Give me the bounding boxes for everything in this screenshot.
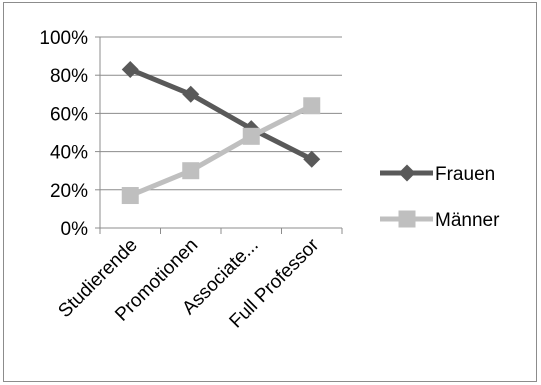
legend: Frauen Männer [380, 164, 500, 231]
series-männer [121, 97, 321, 205]
data-point-square [182, 162, 200, 180]
y-tick-label: 20% [50, 181, 88, 202]
legend-item: Frauen [380, 164, 495, 185]
y-tick-label: 0% [61, 219, 89, 240]
y-tick-label: 40% [50, 143, 88, 164]
legend-label: Frauen [435, 164, 495, 185]
data-point-square [398, 210, 416, 228]
y-tick-label: 80% [50, 66, 88, 87]
series-line [129, 67, 313, 162]
data-point-diamond [303, 150, 321, 168]
data-point-diamond [121, 60, 139, 78]
y-axis-tick-labels: 0% 20% 40% 60% 80% 100% [39, 28, 88, 240]
data-point-square [242, 127, 260, 145]
chart-border [3, 2, 537, 382]
data-point-diamond [398, 164, 416, 182]
series-line [129, 103, 313, 198]
series-lines [121, 60, 321, 205]
legend-label: Männer [435, 210, 500, 231]
axes [95, 36, 343, 234]
y-tick-label: 60% [50, 104, 88, 125]
data-point-square [303, 97, 321, 115]
y-tick-label: 100% [39, 28, 88, 49]
legend-item: Männer [380, 210, 500, 231]
data-point-diamond [182, 85, 200, 103]
series-frauen [121, 60, 321, 168]
data-point-square [121, 187, 139, 205]
